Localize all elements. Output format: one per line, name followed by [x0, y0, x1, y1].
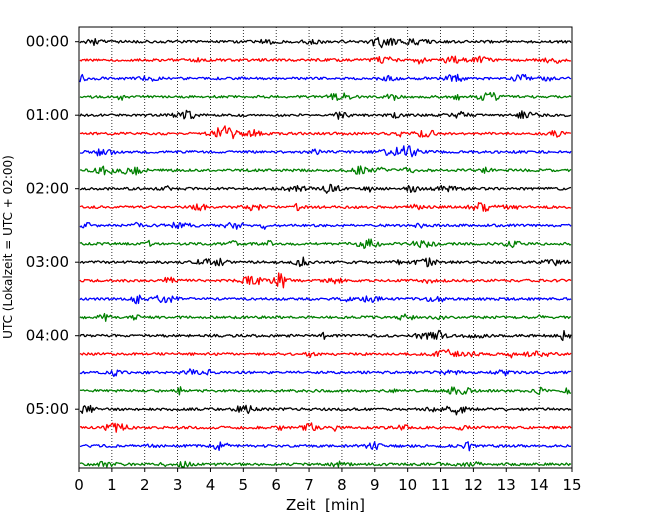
- y-tick-label: 01:00: [26, 106, 69, 124]
- seismic-trace: [79, 460, 572, 469]
- x-tick-label: 4: [206, 476, 216, 494]
- seismic-trace: [79, 73, 572, 83]
- seismic-trace: [79, 183, 572, 194]
- x-tick-label: 8: [337, 476, 347, 494]
- x-tick-label: 0: [74, 476, 84, 494]
- x-tick-label: 14: [530, 476, 549, 494]
- x-tick-label: 1: [107, 476, 117, 494]
- seismic-trace: [79, 55, 572, 65]
- seismic-trace: [79, 441, 571, 452]
- trace-layer: [79, 36, 572, 469]
- plot-frame: [78, 26, 573, 469]
- seismic-trace: [79, 272, 572, 289]
- y-tick-label: 02:00: [26, 180, 69, 198]
- seismic-trace: [79, 165, 572, 176]
- seismic-trace: [79, 256, 572, 268]
- x-tick-label: 2: [140, 476, 150, 494]
- seismic-trace: [79, 36, 572, 49]
- seismic-trace: [79, 145, 572, 158]
- seismic-trace: [79, 329, 572, 342]
- x-tick-label: 5: [239, 476, 249, 494]
- seismic-trace: [79, 294, 572, 305]
- seismic-trace: [79, 312, 572, 322]
- seismic-trace: [79, 422, 572, 433]
- x-tick-label: 12: [464, 476, 483, 494]
- y-tick-label: 00:00: [26, 33, 69, 51]
- x-axis-title: Zeit [min]: [286, 496, 365, 514]
- x-tick-label: 6: [271, 476, 281, 494]
- seismic-trace: [79, 202, 572, 213]
- seismic-trace: [79, 404, 572, 416]
- seismic-trace: [79, 238, 572, 250]
- y-tick-label: 04:00: [26, 327, 69, 345]
- y-axis-title: UTC (Lokalzeit = UTC + 02:00): [1, 155, 15, 339]
- x-axis: 0 1 2 3 4 5 6 7 8 9 10 11 12 13 14 15: [74, 468, 582, 494]
- x-tick-label: 11: [431, 476, 450, 494]
- seismic-trace: [79, 109, 572, 120]
- seismic-trace: [79, 221, 572, 230]
- x-tick-label: 9: [370, 476, 380, 494]
- x-tick-label: 13: [497, 476, 516, 494]
- x-tick-label: 15: [562, 476, 581, 494]
- y-axis: 00:00 01:00 02:00 03:00 04:00 05:00: [26, 33, 79, 418]
- x-tick-label: 10: [398, 476, 417, 494]
- y-tick-label: 05:00: [26, 400, 69, 418]
- x-tick-label: 7: [304, 476, 314, 494]
- seismic-trace: [79, 91, 572, 101]
- seismic-trace: [79, 368, 572, 378]
- y-tick-label: 03:00: [26, 253, 69, 271]
- seismic-trace: [79, 348, 572, 359]
- x-tick-label: 3: [173, 476, 183, 494]
- seismic-trace: [79, 386, 572, 396]
- seismic-trace: [79, 125, 572, 140]
